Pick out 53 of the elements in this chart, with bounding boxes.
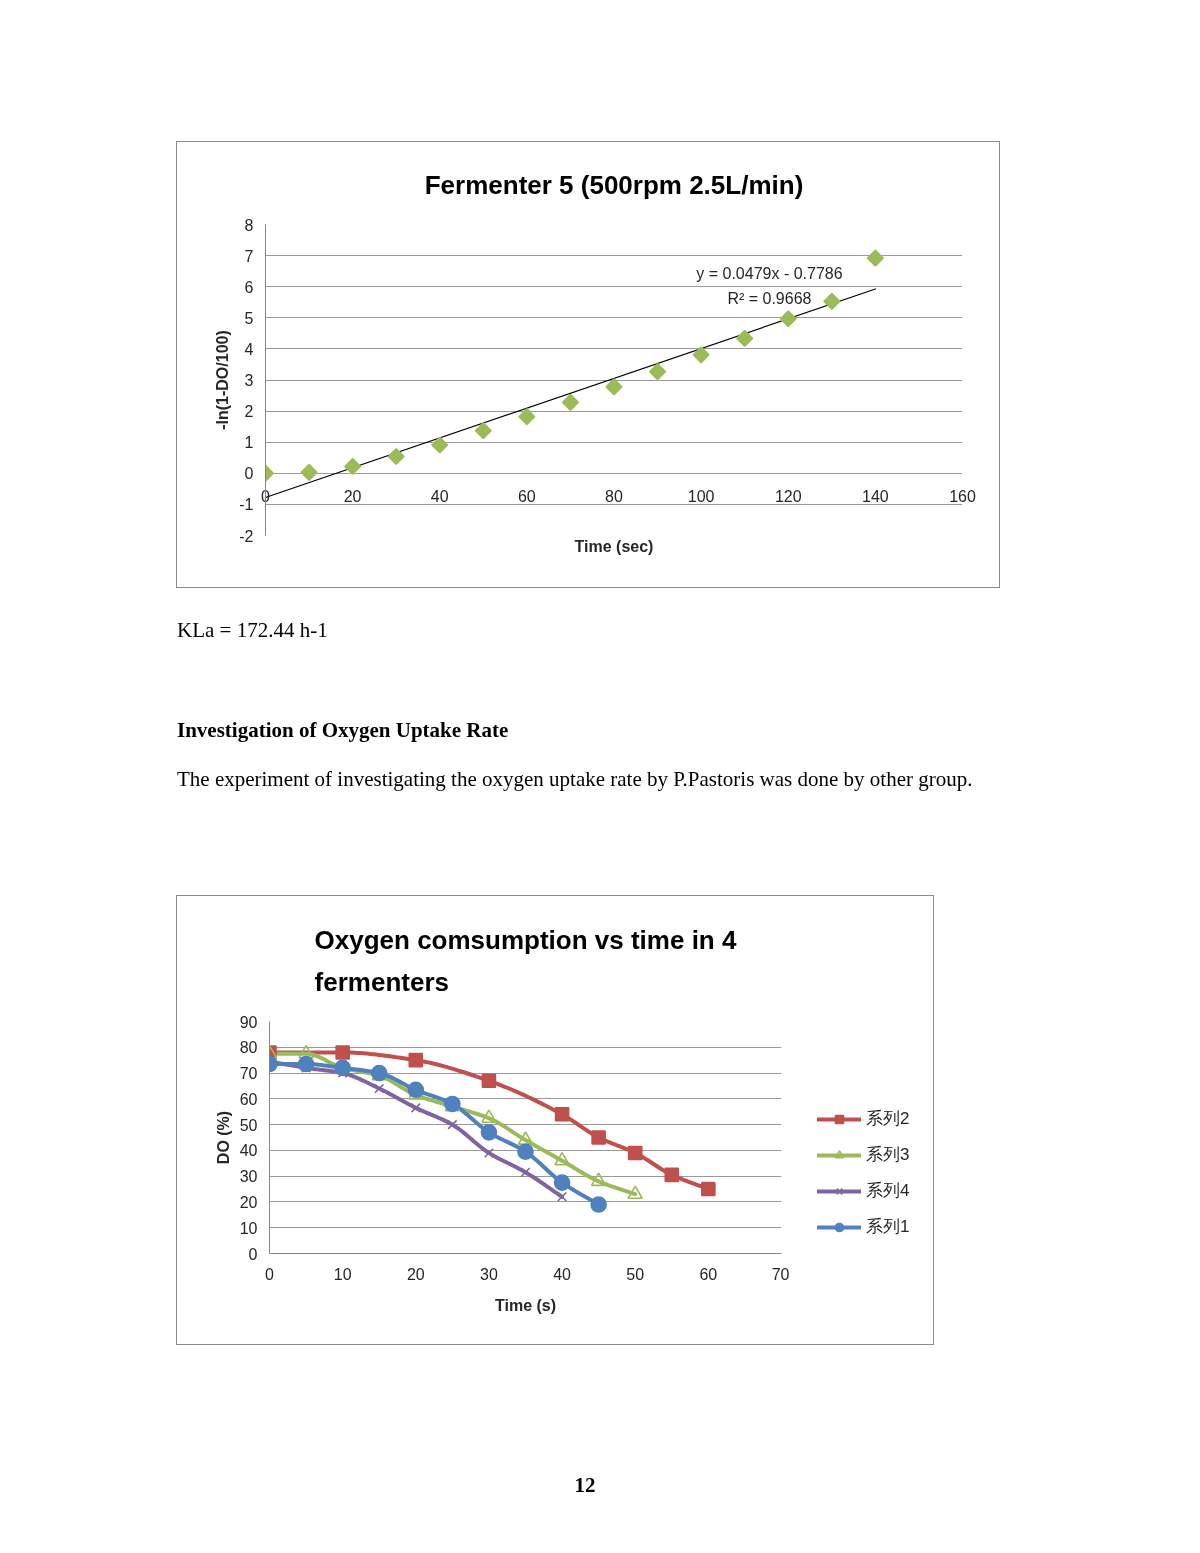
text: 12: [574, 1472, 596, 1499]
chart-title: Oxygen comsumption vs time in 4 fermenters: [314, 924, 737, 997]
y-tick-label: 2: [244, 403, 254, 421]
y-tick-label: 1: [244, 434, 254, 452]
legend-label: 系列3: [866, 1144, 910, 1166]
x-axis-title: Time (sec): [574, 537, 654, 555]
legend-label: 系列4: [866, 1180, 910, 1202]
x-tick-label: 80: [605, 487, 623, 505]
y-tick-label: 30: [239, 1168, 258, 1186]
x-tick-label: 100: [687, 487, 715, 505]
x-tick-label: 0: [265, 1265, 275, 1283]
y-tick-label: -2: [239, 527, 254, 545]
x-tick-label: 40: [430, 487, 449, 505]
x-tick-label: 10: [333, 1265, 352, 1283]
y-tick-label: 6: [244, 278, 254, 296]
annotation: R² = 0.9668: [727, 290, 812, 308]
legend-label: 系列2: [866, 1108, 910, 1130]
text: Investigation of Oxygen Uptake Rate: [177, 717, 509, 744]
x-tick-label: 40: [553, 1265, 572, 1283]
annotation: y = 0.0479x - 0.7786: [696, 265, 843, 283]
y-tick-label: 80: [239, 1039, 258, 1057]
x-tick-label: 60: [699, 1265, 718, 1283]
y-tick-label: 8: [244, 216, 254, 234]
x-tick-label: 70: [771, 1265, 790, 1283]
legend-label: 系列1: [866, 1216, 910, 1238]
x-tick-label: 60: [517, 487, 536, 505]
y-axis-title: DO (%): [214, 1110, 232, 1165]
y-axis-title: -ln(1-DO/100): [214, 330, 232, 430]
x-tick-label: 30: [480, 1265, 498, 1283]
chart-title: Fermenter 5 (500rpm 2.5L/min): [424, 169, 804, 200]
y-tick-label: 60: [239, 1090, 258, 1108]
y-tick-label: 10: [239, 1219, 258, 1237]
y-tick-label: 4: [244, 340, 254, 358]
x-tick-label: 120: [774, 487, 802, 505]
y-tick-label: 50: [239, 1116, 258, 1134]
y-tick-label: -1: [239, 496, 254, 514]
y-tick-label: 3: [244, 372, 254, 389]
x-tick-label: 20: [406, 1265, 425, 1283]
x-axis-title: Time (s): [494, 1296, 557, 1314]
y-tick-label: 0: [248, 1245, 258, 1263]
y-tick-label: 20: [239, 1193, 258, 1211]
y-tick-label: 70: [239, 1065, 258, 1083]
x-tick-label: 50: [626, 1265, 645, 1283]
x-tick-label: 140: [862, 487, 889, 505]
x-tick-label: 160: [949, 487, 976, 505]
text: KLa = 172.44 h-1: [177, 617, 328, 644]
x-tick-label: 20: [343, 487, 362, 505]
y-tick-label: 7: [244, 247, 254, 265]
y-tick-label: 0: [244, 465, 254, 483]
y-tick-label: 40: [239, 1142, 258, 1160]
y-tick-label: 90: [239, 1013, 258, 1031]
y-tick-label: 5: [244, 309, 254, 327]
text: The experiment of investigating the oxygen uptake rate by P.Pastoris was done by other group.: [177, 766, 973, 793]
